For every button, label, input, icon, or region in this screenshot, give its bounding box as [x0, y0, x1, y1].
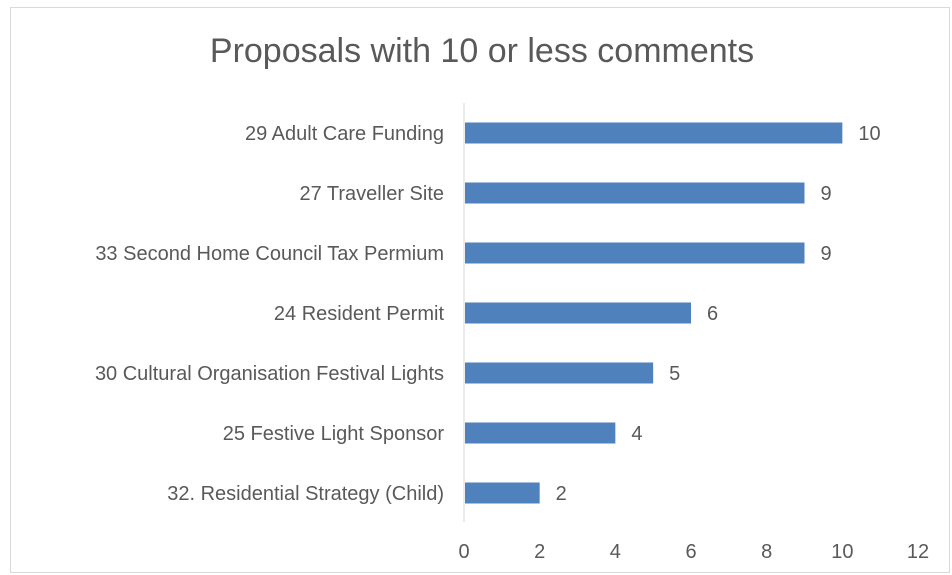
- category-label: 27 Traveller Site: [299, 183, 444, 205]
- x-tick-label: 10: [831, 541, 853, 563]
- data-label: 2: [556, 483, 567, 505]
- bar: [465, 362, 654, 384]
- data-label: 5: [669, 363, 680, 385]
- data-label: 9: [821, 183, 832, 205]
- bar: [465, 122, 843, 144]
- bar: [465, 302, 691, 324]
- data-label: 4: [631, 423, 642, 445]
- category-label: 24 Resident Permit: [274, 303, 445, 325]
- category-label: 30 Cultural Organisation Festival Lights: [95, 363, 444, 385]
- x-tick-label: 12: [907, 541, 929, 563]
- category-label: 29 Adult Care Funding: [245, 123, 444, 145]
- category-label: 33 Second Home Council Tax Permium: [95, 243, 444, 265]
- data-label: 6: [707, 303, 718, 325]
- category-label: 25 Festive Light Sponsor: [223, 423, 445, 445]
- data-label: 9: [821, 243, 832, 265]
- chart-title: Proposals with 10 or less comments: [210, 32, 754, 70]
- x-tick-label: 4: [610, 541, 621, 563]
- bar: [465, 242, 805, 264]
- bar: [465, 482, 540, 504]
- x-tick-label: 0: [458, 541, 469, 563]
- x-tick-label: 2: [534, 541, 545, 563]
- x-tick-label: 8: [761, 541, 772, 563]
- category-label: 32. Residential Strategy (Child): [167, 483, 444, 505]
- bars-layer: [465, 122, 843, 504]
- data-label: 10: [858, 123, 880, 145]
- bar: [465, 182, 805, 204]
- bar: [465, 422, 616, 444]
- x-tick-label: 6: [685, 541, 696, 563]
- labels-layer: 0 2 4 6 8 10 12 29 Adult Care Funding 10 27 Trave…: [95, 123, 929, 563]
- chart-frame: [10, 7, 950, 573]
